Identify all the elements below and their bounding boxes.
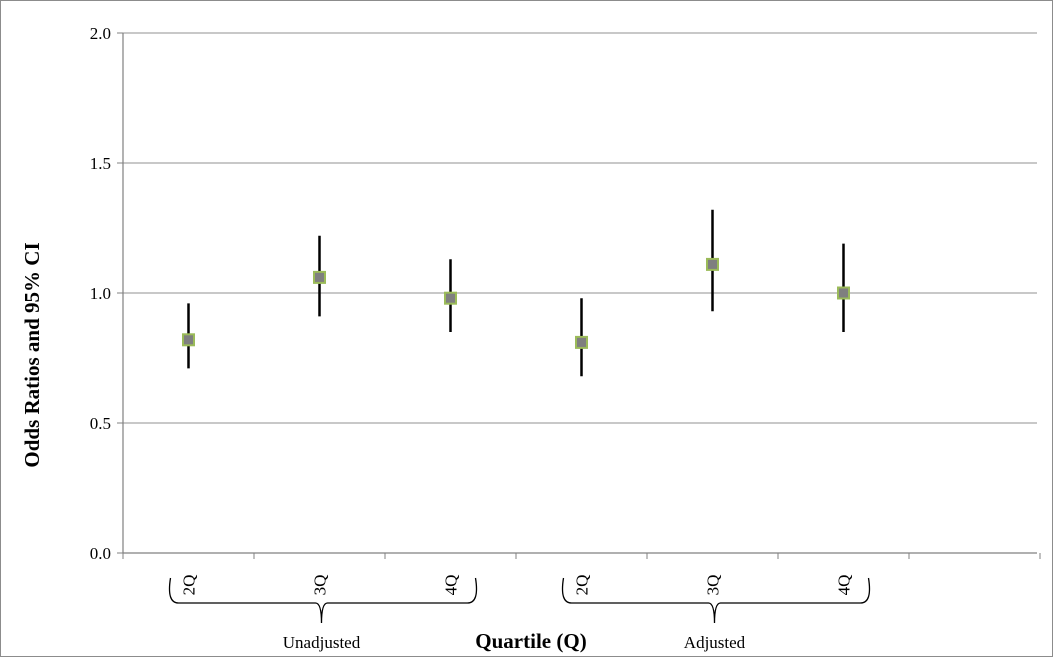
y-tick-label: 0.5: [90, 414, 111, 433]
point-markers: [182, 257, 850, 349]
y-axis-title: Odds Ratios and 95% CI: [20, 242, 44, 467]
x-tick-label: 2Q: [180, 575, 199, 596]
y-tick-label: 0.0: [90, 544, 111, 563]
x-tick-label: 3Q: [311, 575, 330, 596]
x-axis-title: Quartile (Q): [475, 629, 586, 653]
x-tick-label: 4Q: [835, 575, 854, 596]
data-point: [837, 286, 850, 300]
group-bracket: [561, 577, 871, 624]
x-tick-labels: 2Q 3Q 4Q 2Q 3Q 4Q: [180, 575, 854, 596]
y-tick-label: 1.5: [90, 154, 111, 173]
group-label: Unadjusted: [283, 633, 361, 652]
data-point: [444, 291, 457, 305]
y-tick-label: 2.0: [90, 24, 111, 43]
x-tick-label: 4Q: [442, 575, 461, 596]
group-bracket: [168, 577, 478, 624]
data-point: [313, 270, 326, 284]
data-point: [575, 335, 588, 349]
group-brackets: Unadjusted Adjusted: [168, 577, 871, 652]
x-tick-label: 3Q: [704, 575, 723, 596]
data-point: [706, 257, 719, 271]
gridlines: [123, 32, 1037, 424]
y-tick-label: 1.0: [90, 284, 111, 303]
y-tick-labels: 0.0 0.5 1.0 1.5 2.0: [90, 24, 111, 563]
axes: [117, 32, 1041, 559]
x-tick-label: 2Q: [573, 575, 592, 596]
data-point: [182, 333, 195, 347]
group-label: Adjusted: [684, 633, 746, 652]
